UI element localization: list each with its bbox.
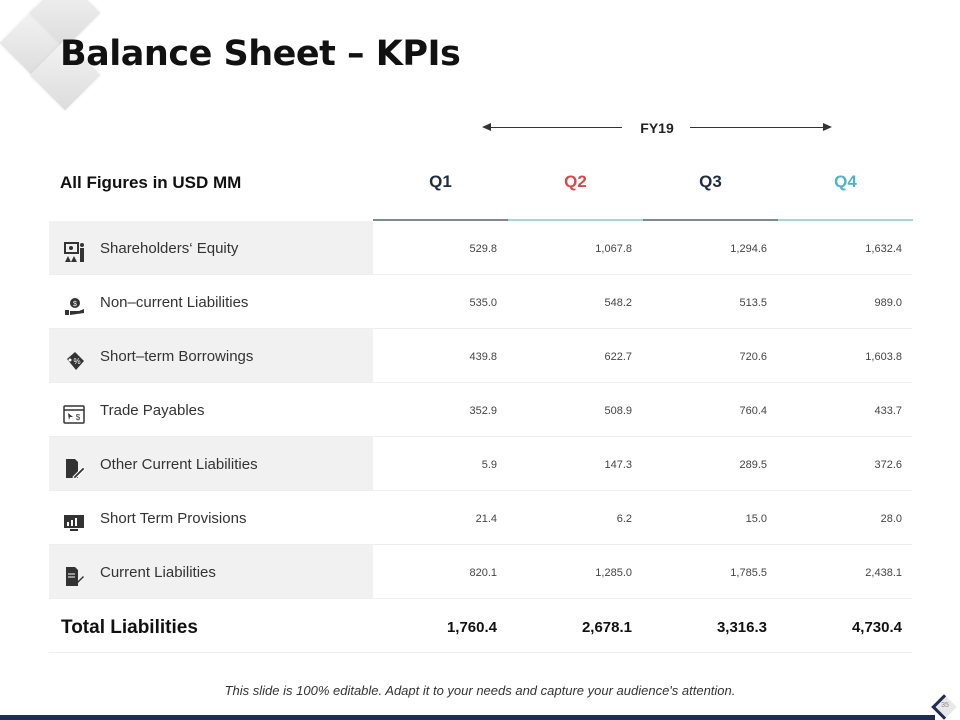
row-label-cell: Short Term Provisions — [49, 491, 373, 544]
cell-q2: 508.9 — [604, 405, 632, 417]
svg-text:$: $ — [73, 301, 77, 308]
hand-money-gear-icon: $ — [65, 298, 84, 315]
column-header-q2: Q2 — [564, 172, 587, 191]
table-row: Shareholders‘ Equity 529.8 1,067.8 1,294.6 1… — [49, 221, 912, 275]
cell-q1: 1,760.4 — [446, 619, 497, 636]
cell-q2: 2,678.1 — [581, 619, 632, 636]
cell-q1: 5.9 — [481, 459, 497, 471]
document-pen-icon — [66, 459, 85, 479]
cell-q1: 535.0 — [469, 297, 497, 309]
cell-q4: 372.6 — [874, 459, 902, 471]
browser-dollar-icon: $ — [63, 405, 85, 424]
period-header: FY19 — [482, 118, 832, 138]
arrow-right-icon — [823, 123, 832, 131]
column-header-q1: Q1 — [429, 172, 452, 191]
row-label-cell: % Short–term Borrowings — [49, 329, 373, 382]
row-label: Current Liabilities — [100, 564, 216, 581]
row-label-cell: Total Liabilities — [49, 599, 373, 652]
table-row: $ Non–current Liabilities 535.0 548.2 513.5 9… — [49, 275, 912, 329]
cell-q4: 4,730.4 — [851, 619, 902, 636]
cell-q3: 760.4 — [739, 405, 767, 417]
svg-text:$: $ — [76, 413, 81, 422]
cell-q3: 1,294.6 — [730, 243, 767, 255]
cell-q4: 989.0 — [874, 297, 902, 309]
table-row: $ Trade Payables 352.9 508.9 760.4 433.7 — [49, 383, 912, 437]
cell-q2: 548.2 — [604, 297, 632, 309]
cell-q3: 513.5 — [739, 297, 767, 309]
total-row: Total Liabilities 1,760.4 2,678.1 3,316.3 4,… — [49, 599, 912, 653]
row-label: Other Current Liabilities — [100, 456, 258, 473]
cell-q1: 529.8 — [469, 243, 497, 255]
cell-q3: 15.0 — [745, 513, 767, 525]
page-title: Balance Sheet – KPIs — [60, 34, 461, 74]
cell-q1: 439.8 — [469, 351, 497, 363]
cell-q2: 1,067.8 — [595, 243, 632, 255]
row-label-cell: Other Current Liabilities — [49, 437, 373, 490]
presentation-icon — [64, 242, 84, 262]
document-edit-icon — [66, 567, 84, 586]
column-underline — [373, 219, 508, 221]
cell-q2: 147.3 — [604, 459, 632, 471]
row-label-cell: Current Liabilities — [49, 545, 373, 598]
table-row: Current Liabilities 820.1 1,285.0 1,785.5 2,… — [49, 545, 912, 599]
page-number: 35 — [941, 702, 949, 709]
column-underline — [643, 219, 778, 221]
period-label: FY19 — [640, 120, 674, 136]
row-label: Short Term Provisions — [100, 510, 247, 527]
column-header-q4: Q4 — [834, 172, 857, 191]
cell-q1: 21.4 — [475, 513, 497, 525]
cell-q3: 3,316.3 — [716, 619, 767, 636]
units-label: All Figures in USD MM — [60, 173, 242, 192]
cell-q4: 2,438.1 — [865, 567, 902, 579]
cell-q2: 6.2 — [616, 513, 632, 525]
column-underline — [778, 219, 913, 221]
percent-tag-icon: % — [67, 352, 84, 370]
table-row: % Short–term Borrowings 439.8 622.7 720.6 1,6… — [49, 329, 912, 383]
row-label: Trade Payables — [100, 402, 205, 419]
row-label-cell: $ Non–current Liabilities — [49, 275, 373, 328]
row-label: Total Liabilities — [61, 617, 198, 638]
cell-q1: 820.1 — [469, 567, 497, 579]
cell-q3: 289.5 — [739, 459, 767, 471]
table-row: Other Current Liabilities 5.9 147.3 289.5 37… — [49, 437, 912, 491]
cell-q3: 1,785.5 — [730, 567, 767, 579]
cell-q3: 720.6 — [739, 351, 767, 363]
footer-bar — [0, 715, 935, 720]
row-label-cell: $ Trade Payables — [49, 383, 373, 436]
cell-q4: 1,603.8 — [865, 351, 902, 363]
cell-q2: 1,285.0 — [595, 567, 632, 579]
table-row: Short Term Provisions 21.4 6.2 15.0 28.0 — [49, 491, 912, 545]
row-label: Short–term Borrowings — [100, 348, 254, 365]
column-underline — [508, 219, 643, 221]
cell-q2: 622.7 — [604, 351, 632, 363]
cell-q4: 28.0 — [880, 513, 902, 525]
column-header-q3: Q3 — [699, 172, 722, 191]
cell-q4: 1,632.4 — [865, 243, 902, 255]
svg-text:%: % — [73, 357, 80, 366]
monitor-chart-icon — [64, 515, 84, 531]
row-label: Non–current Liabilities — [100, 294, 249, 311]
cell-q4: 433.7 — [874, 405, 902, 417]
row-label-cell: Shareholders‘ Equity — [49, 221, 373, 274]
row-label: Shareholders‘ Equity — [100, 240, 239, 257]
cell-q1: 352.9 — [469, 405, 497, 417]
footer-note: This slide is 100% editable. Adapt it to… — [224, 683, 736, 698]
